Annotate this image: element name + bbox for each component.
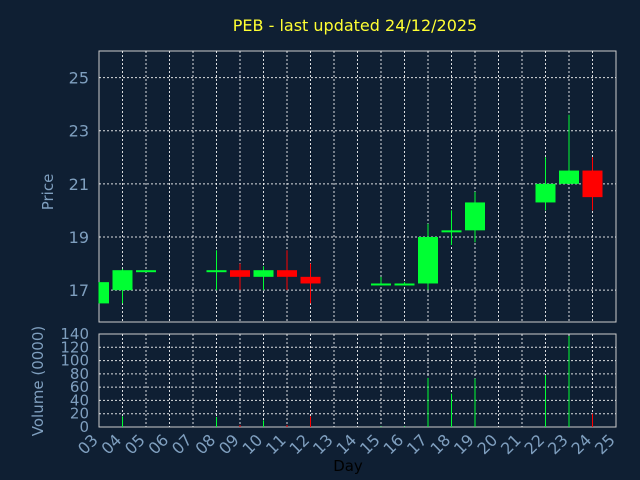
volume-tick-label: 140	[60, 325, 89, 343]
candle	[136, 270, 156, 273]
price-tick-label: 17	[69, 281, 89, 300]
price-tick-label: 19	[69, 228, 89, 247]
candle	[112, 268, 133, 304]
candle-body	[371, 283, 391, 286]
candle-body	[99, 282, 109, 304]
candle-body	[112, 270, 133, 291]
volume-axis-label: Volume (0000)	[29, 326, 47, 436]
candle	[206, 250, 227, 291]
volume-tick-label: 60	[70, 378, 89, 396]
x-axis-label: Day	[333, 457, 363, 475]
price-axis-label: Price	[39, 174, 57, 211]
candle-body	[441, 230, 462, 233]
candle-body	[418, 236, 438, 284]
price-tick-label: 21	[69, 175, 89, 194]
candle	[394, 282, 415, 286]
candle	[300, 263, 321, 304]
volume-tick-label: 80	[70, 365, 89, 383]
candle	[535, 157, 556, 211]
candle-body	[535, 183, 556, 203]
price-tick-label: 25	[69, 69, 89, 88]
volume-tick-label: 40	[70, 391, 89, 409]
candle-body	[253, 270, 274, 277]
candle-body	[136, 270, 156, 273]
candle-body	[559, 170, 579, 184]
candle-body	[277, 270, 297, 277]
candle	[253, 266, 274, 291]
candle-body	[582, 170, 603, 198]
candle	[418, 223, 438, 291]
candles	[98, 114, 603, 304]
candle	[559, 114, 579, 184]
candle	[465, 191, 485, 243]
volume-bars	[122, 335, 593, 427]
volume-tick-label: 100	[60, 352, 89, 370]
volume-tick-label: 20	[70, 405, 89, 423]
candle-body	[300, 276, 321, 284]
volume-tick-label: 0	[79, 418, 89, 436]
candle	[230, 263, 250, 291]
candle	[371, 276, 391, 286]
chart-title: PEB - last updated 24/12/2025	[233, 16, 477, 35]
volume-tick-label: 120	[60, 338, 89, 356]
candle	[277, 250, 297, 291]
candle-body	[394, 283, 415, 286]
price-grid	[99, 51, 616, 322]
candle	[582, 157, 603, 211]
candle	[98, 282, 109, 304]
price-y-ticks: 17 19 21 23 25	[69, 69, 89, 301]
x-axis-ticks: 0304050607080910111213141516171819202122…	[74, 430, 619, 458]
candle-body	[206, 270, 227, 273]
candle-body	[465, 202, 485, 231]
candle-body	[230, 270, 250, 277]
price-tick-label: 23	[69, 122, 89, 141]
candle	[441, 210, 462, 245]
